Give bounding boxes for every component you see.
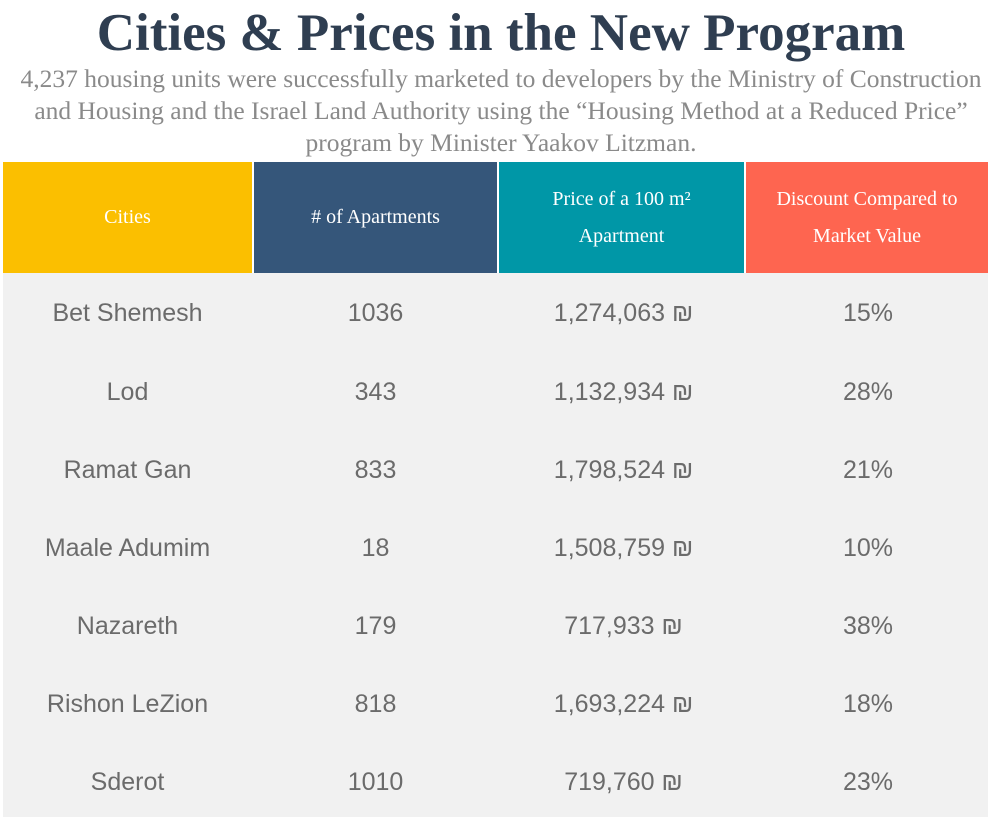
price-cell: 719,760 ₪: [564, 767, 683, 796]
page-subtitle: 4,237 housing units were successfully ma…: [20, 64, 982, 157]
table-row: Maale Adumim 18 1,508,759 ₪ 10%: [3, 509, 988, 587]
city-cell: Bet Shemesh: [52, 298, 203, 327]
column-header-price: Price of a 100 m² Apartment: [497, 162, 744, 273]
apartments-cell: 18: [361, 533, 390, 562]
price-cell: 1,798,524 ₪: [553, 455, 694, 484]
page-title: Cities & Prices in the New Program: [96, 4, 906, 62]
discount-cell: 10%: [842, 533, 894, 562]
city-cell: Nazareth: [76, 611, 179, 640]
price-cell: 1,693,224 ₪: [553, 689, 694, 718]
column-header-apartments: # of Apartments: [252, 162, 497, 273]
prices-table: Cities # of Apartments Price of a 100 m²…: [3, 162, 988, 817]
apartments-cell: 343: [354, 377, 397, 406]
city-cell: Sderot: [90, 767, 165, 796]
price-cell: 717,933 ₪: [564, 611, 683, 640]
table-row: Bet Shemesh 1036 1,274,063 ₪ 15%: [3, 273, 988, 353]
city-cell: Maale Adumim: [44, 533, 211, 562]
city-cell: Lod: [106, 377, 149, 406]
apartments-cell: 179: [354, 611, 397, 640]
table-body: Bet Shemesh 1036 1,274,063 ₪ 15% Lod 343 1,132…: [3, 273, 988, 817]
discount-cell: 18%: [842, 689, 894, 718]
discount-cell: 15%: [842, 298, 894, 327]
table-row: Rishon LeZion 818 1,693,224 ₪ 18%: [3, 665, 988, 743]
price-cell: 1,274,063 ₪: [553, 298, 694, 327]
discount-cell: 21%: [842, 455, 894, 484]
table-row: Ramat Gan 833 1,798,524 ₪ 21%: [3, 431, 988, 509]
apartments-cell: 1010: [347, 767, 404, 796]
discount-cell: 28%: [842, 377, 894, 406]
column-header-discount: Discount Compared to Market Value: [744, 162, 988, 273]
price-cell: 1,508,759 ₪: [553, 533, 694, 562]
table-header-row: Cities # of Apartments Price of a 100 m²…: [3, 162, 988, 273]
table-row: Nazareth 179 717,933 ₪ 38%: [3, 587, 988, 665]
city-cell: Ramat Gan: [63, 455, 192, 484]
price-cell: 1,132,934 ₪: [553, 377, 694, 406]
column-header-cities: Cities: [3, 162, 252, 273]
table-row: Lod 343 1,132,934 ₪ 28%: [3, 353, 988, 431]
discount-cell: 38%: [842, 611, 894, 640]
apartments-cell: 818: [354, 689, 397, 718]
discount-cell: 23%: [842, 767, 894, 796]
city-cell: Rishon LeZion: [46, 689, 209, 718]
apartments-cell: 1036: [347, 298, 404, 327]
table-row: Sderot 1010 719,760 ₪ 23%: [3, 743, 988, 821]
apartments-cell: 833: [354, 455, 397, 484]
